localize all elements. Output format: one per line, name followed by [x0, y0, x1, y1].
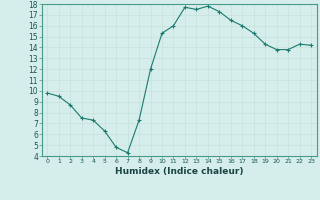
- X-axis label: Humidex (Indice chaleur): Humidex (Indice chaleur): [115, 167, 244, 176]
